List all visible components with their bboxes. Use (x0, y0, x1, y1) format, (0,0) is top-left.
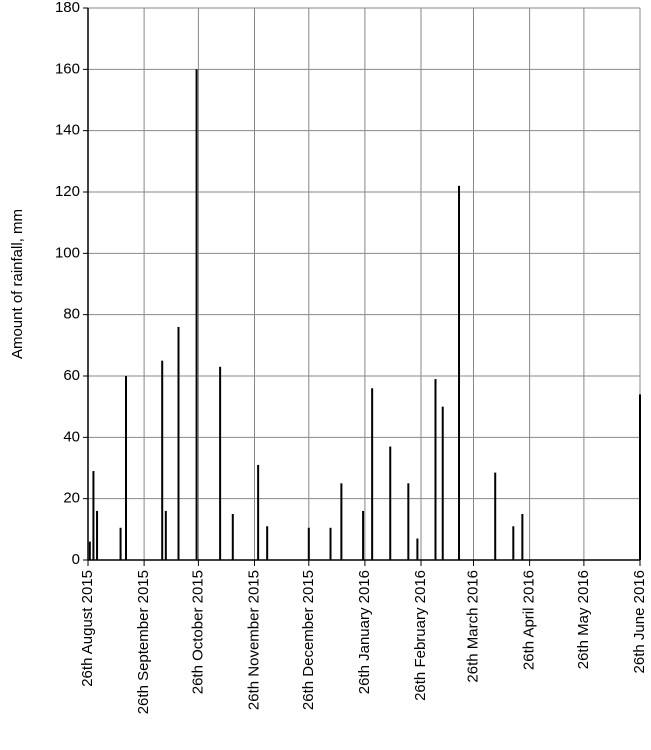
bar (266, 526, 269, 560)
y-tick-label: 140 (55, 122, 80, 139)
bar (92, 471, 95, 560)
x-tick-label: 26th April 2016 (521, 570, 538, 670)
x-tick-label: 26th November 2015 (245, 570, 262, 710)
bar (639, 394, 641, 560)
bar (389, 446, 392, 560)
bar (219, 366, 222, 560)
y-tick-label: 0 (72, 551, 80, 568)
bar (407, 483, 410, 560)
bar (458, 185, 461, 560)
bar (195, 69, 198, 560)
bar (494, 472, 497, 560)
x-tick-label: 26th December 2015 (300, 570, 317, 710)
x-tick-label: 26th February 2016 (412, 570, 429, 701)
x-tick-label: 26th May 2016 (575, 570, 592, 669)
bar (521, 514, 524, 560)
bar (441, 406, 444, 560)
x-tick-label: 26th October 2015 (189, 570, 206, 694)
bar (362, 510, 365, 560)
y-tick-label: 160 (55, 60, 80, 77)
bar (177, 326, 180, 560)
bar (164, 510, 167, 560)
bar (340, 483, 343, 560)
x-tick-label: 26th January 2016 (356, 570, 373, 694)
y-tick-label: 80 (63, 306, 80, 323)
bar (257, 464, 260, 560)
bar (231, 514, 234, 560)
bar (512, 526, 515, 560)
bar (125, 376, 128, 560)
bar (96, 510, 99, 560)
bar (307, 527, 310, 560)
bar (329, 527, 332, 560)
bar (434, 379, 437, 560)
y-tick-label: 180 (55, 0, 80, 16)
x-tick-label: 26th June 2016 (631, 570, 648, 673)
y-tick-label: 60 (63, 367, 80, 384)
y-tick-label: 100 (55, 244, 80, 261)
x-tick-label: 26th March 2016 (464, 570, 481, 683)
bar (119, 527, 122, 560)
bar (371, 388, 374, 560)
x-tick-label: 26th August 2015 (79, 570, 96, 687)
y-tick-label: 120 (55, 183, 80, 200)
y-axis-label: Amount of rainfall, mm (9, 209, 26, 359)
bar (88, 541, 91, 560)
y-tick-label: 40 (63, 428, 80, 445)
y-tick-label: 20 (63, 490, 80, 507)
bar (416, 538, 419, 560)
x-tick-label: 26th September 2015 (135, 570, 152, 714)
bar (161, 360, 164, 560)
